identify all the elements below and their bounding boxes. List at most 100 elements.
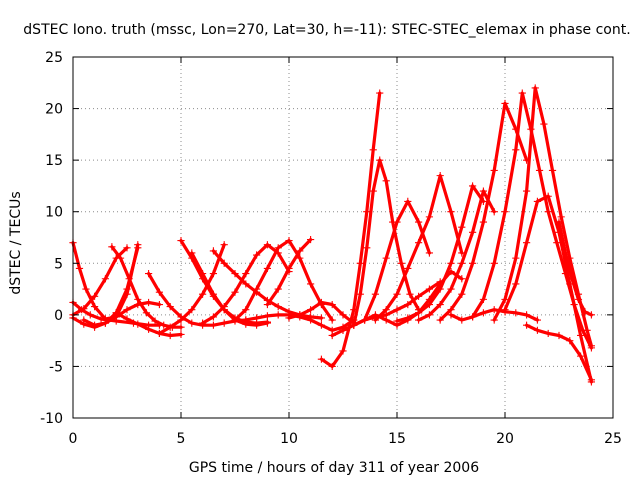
data-point — [555, 331, 563, 340]
data-point — [512, 280, 520, 288]
data-point — [581, 308, 589, 316]
y-tick-label: 20 — [45, 102, 63, 118]
data-point — [166, 331, 174, 340]
data-series-23 — [371, 172, 466, 324]
data-point — [231, 270, 239, 278]
series-line — [352, 158, 421, 327]
data-point — [209, 313, 217, 321]
data-point — [274, 285, 282, 293]
data-point — [296, 254, 304, 262]
data-point — [458, 223, 466, 231]
data-point — [220, 303, 228, 311]
data-point — [317, 355, 325, 363]
data-point — [307, 280, 315, 288]
data-point — [447, 259, 455, 267]
data-point — [242, 280, 250, 288]
y-tick-label: 10 — [45, 205, 63, 221]
data-point — [177, 323, 185, 331]
data-point — [177, 316, 185, 324]
data-point — [501, 295, 509, 303]
data-point — [458, 290, 466, 298]
data-point — [285, 236, 293, 245]
data-point — [561, 249, 570, 257]
data-point — [317, 314, 325, 322]
data-point — [557, 213, 565, 221]
x-tick-label: 5 — [177, 431, 186, 447]
data-point — [116, 254, 125, 262]
data-point — [199, 319, 207, 327]
data-point — [587, 311, 595, 319]
plot-frame — [72, 56, 614, 419]
data-point — [296, 311, 304, 319]
data-point — [166, 323, 174, 331]
data-point — [134, 320, 142, 328]
data-point — [274, 311, 282, 319]
data-point — [447, 208, 455, 216]
data-point — [285, 264, 293, 273]
data-point — [166, 303, 174, 311]
data-point — [307, 316, 315, 324]
y-tick-label: 15 — [45, 153, 63, 169]
y-tick-label: -5 — [49, 359, 63, 375]
data-point — [533, 316, 541, 324]
data-point — [91, 292, 99, 300]
data-point — [393, 306, 401, 314]
series-line — [233, 239, 334, 322]
data-point — [458, 259, 466, 267]
data-point — [382, 306, 390, 314]
data-point — [587, 376, 595, 384]
data-series-17 — [285, 298, 358, 327]
data-point — [415, 316, 423, 324]
data-point — [361, 316, 369, 324]
data-point — [512, 146, 520, 154]
data-point — [101, 275, 109, 283]
data-point — [80, 305, 88, 313]
data-point — [566, 337, 574, 345]
data-point — [112, 309, 120, 317]
data-point — [188, 249, 196, 257]
series-line — [557, 220, 594, 317]
data-point — [123, 285, 131, 293]
series-line — [71, 241, 140, 321]
data-point — [369, 187, 377, 195]
data-point — [587, 342, 595, 350]
data-point — [231, 288, 239, 296]
data-point — [155, 300, 163, 309]
data-point — [123, 315, 131, 323]
data-point — [393, 317, 401, 325]
series-line — [147, 272, 248, 327]
data-point — [209, 270, 217, 278]
data-point — [479, 218, 487, 226]
data-point — [415, 239, 423, 247]
data-point — [533, 197, 541, 205]
data-point — [376, 156, 384, 164]
data-point — [328, 316, 336, 324]
data-point — [263, 300, 271, 309]
data-point — [436, 285, 444, 293]
data-point — [253, 314, 261, 322]
data-point — [512, 254, 520, 262]
data-series-16 — [263, 235, 315, 309]
data-point — [263, 241, 271, 249]
data-point — [97, 315, 105, 323]
data-point — [574, 295, 583, 303]
data-point — [490, 208, 498, 216]
data-point — [490, 306, 498, 314]
data-point — [253, 321, 261, 329]
data-point — [296, 247, 304, 255]
data-point — [415, 309, 423, 317]
data-point — [220, 259, 228, 267]
data-point — [425, 249, 433, 257]
data-point — [209, 247, 217, 255]
data-point — [134, 300, 142, 309]
data-point — [425, 213, 433, 221]
data-point — [490, 316, 498, 324]
data-point — [145, 325, 153, 333]
x-tick-label: 0 — [69, 431, 78, 447]
data-point — [363, 244, 371, 252]
data-point — [142, 309, 151, 317]
data-point — [307, 306, 315, 314]
data-point — [356, 290, 364, 298]
data-series-27 — [447, 306, 541, 324]
